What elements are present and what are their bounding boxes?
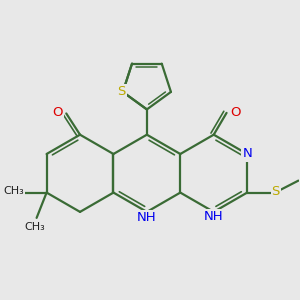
Text: S: S [117,85,126,98]
Text: CH₃: CH₃ [3,186,24,196]
Text: NH: NH [137,211,157,224]
Text: O: O [230,106,241,119]
Text: O: O [52,106,63,119]
Text: S: S [272,185,280,198]
Text: CH₃: CH₃ [24,221,45,232]
Text: N: N [242,148,252,160]
Text: NH: NH [204,210,224,223]
